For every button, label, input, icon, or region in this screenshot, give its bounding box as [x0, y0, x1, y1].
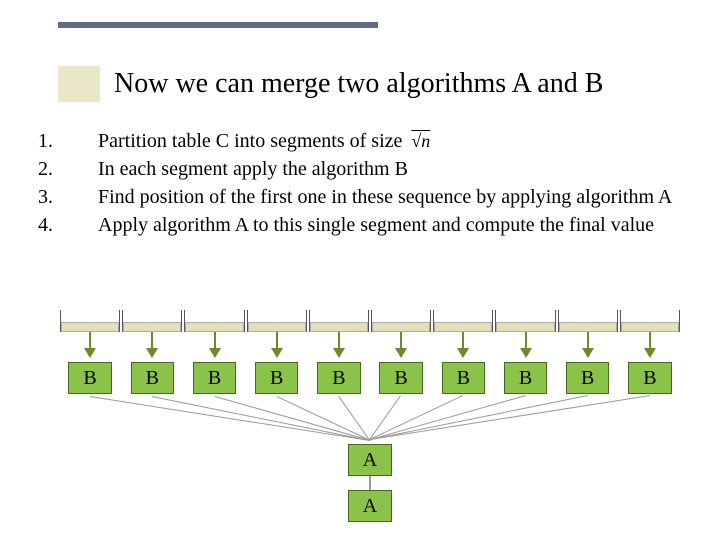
segment-bar	[60, 310, 680, 332]
a-box-2: A	[348, 490, 392, 522]
step-number: 3.	[38, 184, 98, 210]
down-arrows	[60, 332, 680, 362]
a-connector	[369, 476, 371, 490]
segment	[184, 310, 244, 332]
step-row: 4.Apply algorithm A to this single segme…	[38, 212, 698, 238]
b-box: B	[193, 362, 236, 394]
segment	[495, 310, 555, 332]
step-text: Partition table C into segments of size …	[98, 128, 698, 154]
b-box: B	[131, 362, 174, 394]
step-row: 2.In each segment apply the algorithm B	[38, 156, 698, 182]
slide-title: Now we can merge two algorithms A and B	[114, 68, 603, 100]
header-rule	[58, 22, 378, 28]
title-accent	[58, 66, 100, 102]
step-number: 1.	[38, 128, 98, 154]
segment	[122, 310, 182, 332]
step-row: 1.Partition table C into segments of siz…	[38, 128, 698, 154]
segment	[247, 310, 307, 332]
step-text: Find position of the first one in these …	[98, 184, 698, 210]
converge-lines	[60, 396, 680, 444]
b-box: B	[255, 362, 298, 394]
b-boxes: BBBBBBBBBB	[60, 362, 680, 396]
step-list: 1.Partition table C into segments of siz…	[38, 128, 698, 240]
converge-line	[370, 395, 650, 440]
step-row: 3.Find position of the first one in thes…	[38, 184, 698, 210]
b-box: B	[442, 362, 485, 394]
segment	[620, 310, 680, 332]
a-box-1: A	[348, 444, 392, 476]
b-box: B	[68, 362, 111, 394]
step-text: Apply algorithm A to this single segment…	[98, 212, 698, 238]
b-box: B	[566, 362, 609, 394]
step-text: In each segment apply the algorithm B	[98, 156, 698, 182]
b-box: B	[317, 362, 360, 394]
converge-line	[152, 396, 370, 441]
b-box: B	[379, 362, 422, 394]
segment	[433, 310, 493, 332]
converge-line	[90, 396, 370, 441]
sqrt-n-icon: √n	[402, 130, 430, 153]
segment	[60, 310, 120, 332]
segment	[371, 310, 431, 332]
b-box: B	[628, 362, 671, 394]
segment	[558, 310, 618, 332]
segment	[309, 310, 369, 332]
step-number: 2.	[38, 156, 98, 182]
b-box: B	[504, 362, 547, 394]
step-number: 4.	[38, 212, 98, 238]
